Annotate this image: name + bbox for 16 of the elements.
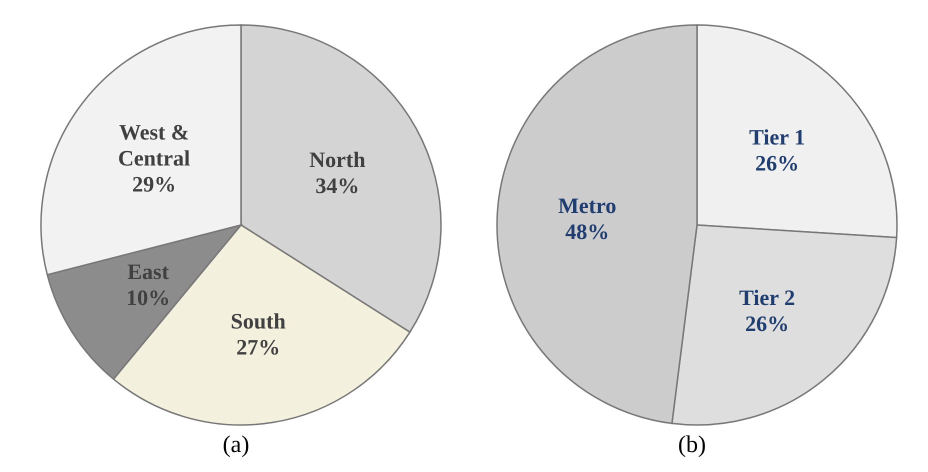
data-label: 26% — [755, 150, 800, 176]
data-label: 34% — [315, 172, 360, 198]
text: (a) — [222, 432, 250, 459]
text: (b) — [677, 432, 707, 459]
data-label: 26% — [745, 310, 790, 336]
slice-label: Tier 2 — [739, 284, 796, 310]
slice-label: North — [309, 146, 366, 172]
slice-label: Metro — [558, 192, 616, 218]
slice-label: South — [230, 308, 286, 334]
slice-label: Tier 1 — [749, 124, 806, 150]
data-label: 48% — [565, 218, 610, 244]
data-label: 27% — [236, 334, 280, 360]
slice-label: West & Central — [118, 119, 190, 170]
slice-label: East — [127, 258, 170, 284]
data-label: 29% — [132, 171, 176, 196]
data-label: 10% — [126, 284, 170, 310]
